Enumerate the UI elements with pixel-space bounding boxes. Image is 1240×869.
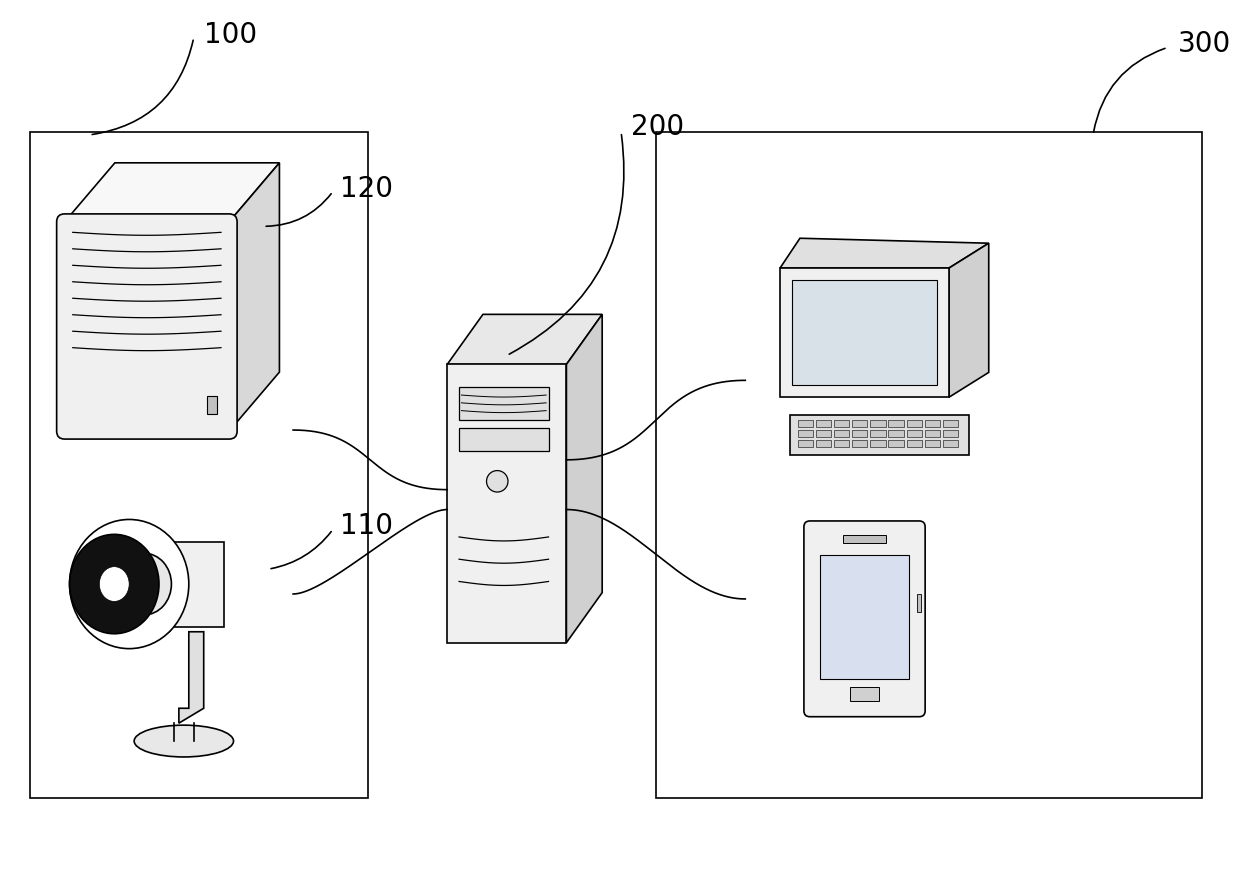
Ellipse shape: [146, 534, 181, 634]
Bar: [918, 594, 921, 612]
Bar: [870, 420, 885, 427]
Bar: [852, 440, 868, 447]
Bar: [843, 534, 887, 543]
Polygon shape: [64, 163, 279, 222]
Bar: [942, 420, 959, 427]
Bar: [906, 440, 921, 447]
FancyBboxPatch shape: [57, 214, 237, 439]
Bar: [820, 554, 909, 679]
Ellipse shape: [117, 554, 171, 615]
Ellipse shape: [69, 520, 188, 648]
Bar: [870, 430, 885, 437]
Bar: [906, 430, 921, 437]
Bar: [942, 430, 959, 437]
Bar: [816, 430, 831, 437]
Bar: [835, 430, 849, 437]
Bar: [790, 415, 968, 454]
Text: 120: 120: [340, 175, 393, 202]
Polygon shape: [780, 238, 988, 268]
Polygon shape: [949, 243, 988, 397]
Bar: [816, 420, 831, 427]
Polygon shape: [567, 315, 603, 643]
Ellipse shape: [69, 534, 159, 634]
Ellipse shape: [99, 567, 129, 601]
Polygon shape: [448, 315, 603, 364]
Polygon shape: [229, 163, 279, 431]
Bar: [925, 430, 940, 437]
Bar: [849, 687, 879, 700]
Ellipse shape: [134, 725, 233, 757]
Polygon shape: [179, 632, 203, 723]
Bar: [942, 440, 959, 447]
Bar: [852, 420, 868, 427]
Bar: [925, 420, 940, 427]
Text: 200: 200: [631, 113, 684, 141]
Bar: [780, 268, 949, 397]
Bar: [906, 420, 921, 427]
Bar: [816, 440, 831, 447]
Bar: [799, 430, 813, 437]
Bar: [799, 440, 813, 447]
Text: 110: 110: [340, 513, 393, 541]
Circle shape: [486, 471, 508, 492]
Bar: [852, 430, 868, 437]
Text: 100: 100: [203, 21, 257, 49]
Bar: [835, 420, 849, 427]
Bar: [792, 280, 937, 385]
Bar: [448, 364, 567, 643]
Bar: [835, 440, 849, 447]
Bar: [159, 542, 223, 627]
Bar: [30, 132, 368, 798]
Bar: [870, 440, 885, 447]
Bar: [459, 428, 548, 451]
Bar: [459, 387, 548, 420]
Bar: [889, 420, 904, 427]
FancyBboxPatch shape: [804, 521, 925, 717]
Text: 300: 300: [1178, 30, 1231, 58]
Bar: [799, 420, 813, 427]
Bar: [925, 440, 940, 447]
Bar: [889, 430, 904, 437]
Bar: [656, 132, 1203, 798]
Bar: [889, 440, 904, 447]
Bar: [207, 396, 217, 415]
